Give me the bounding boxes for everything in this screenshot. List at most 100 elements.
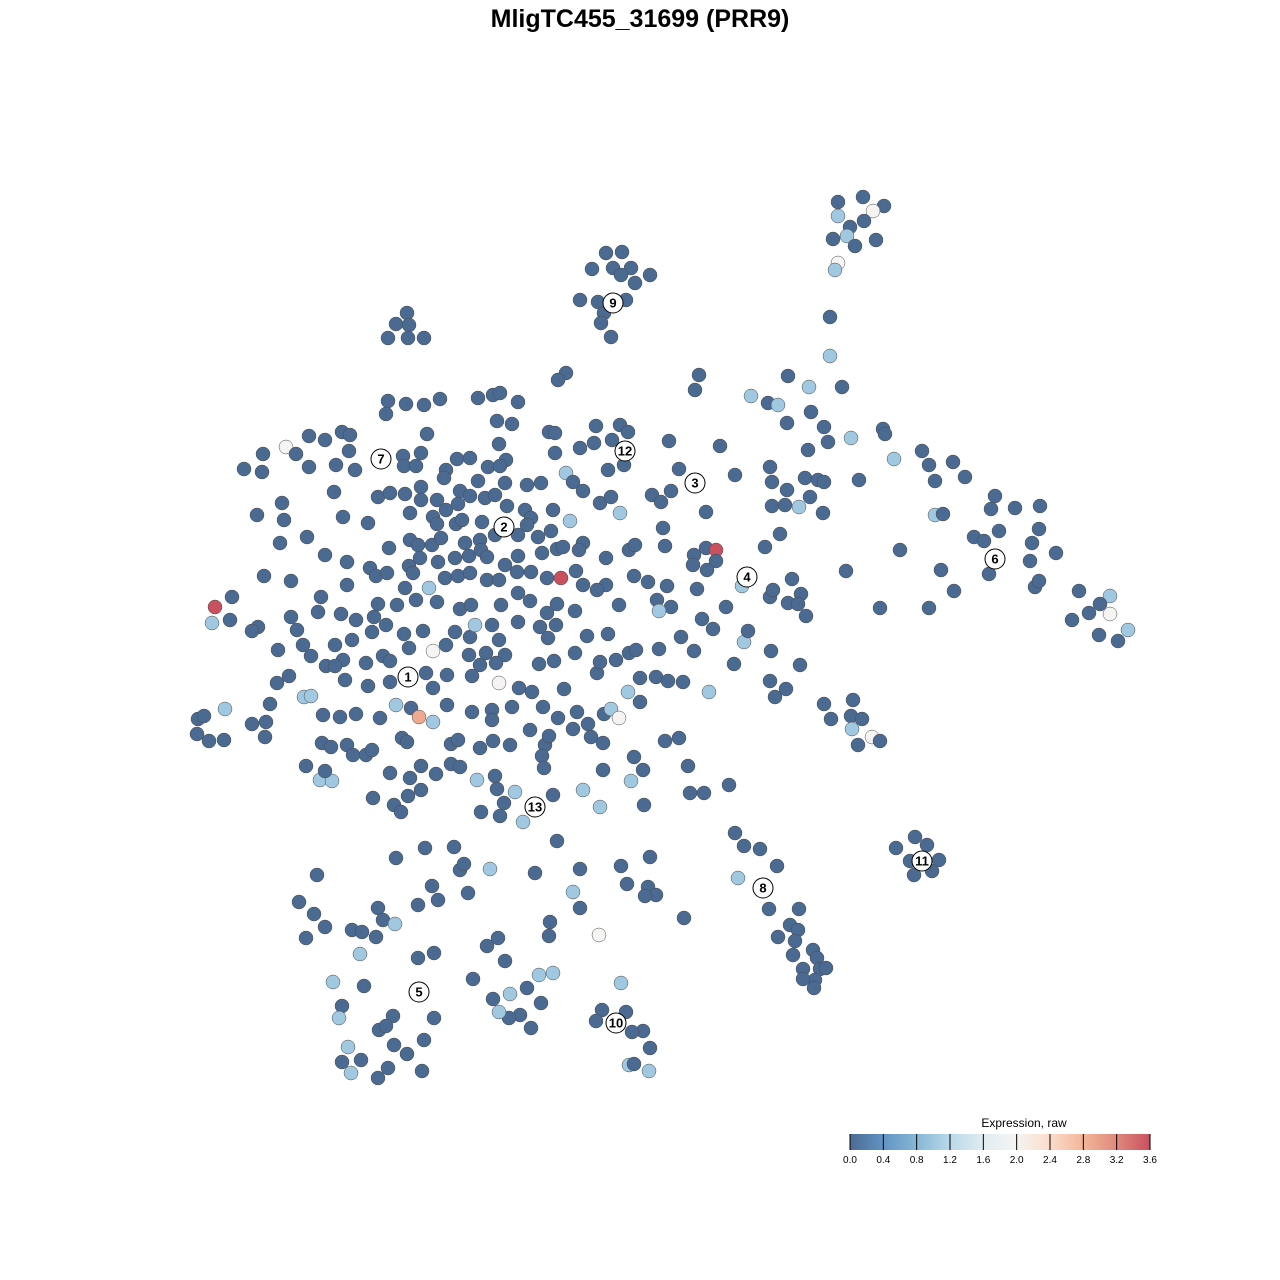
cell-point: [323, 739, 339, 755]
cell-point: [635, 762, 651, 778]
cell-point: [682, 785, 698, 801]
cell-point: [295, 637, 311, 653]
cell-point: [565, 721, 581, 737]
cell-point: [543, 523, 559, 539]
cell-point: [856, 213, 872, 229]
cell-point: [1091, 627, 1107, 643]
cell-point: [712, 438, 728, 454]
cell-point: [366, 609, 382, 625]
cluster-label-circle: [752, 877, 774, 899]
cluster-label-text: 5: [415, 985, 422, 1000]
cell-point: [628, 642, 644, 658]
cell-point: [604, 432, 620, 448]
cell-point: [718, 599, 734, 615]
cell-point: [589, 582, 605, 598]
cell-point: [464, 668, 480, 684]
cell-point: [770, 929, 786, 945]
cell-point: [919, 837, 935, 853]
cell-point: [382, 485, 398, 501]
cell-point: [661, 433, 677, 449]
cell-point: [872, 733, 888, 749]
cell-point: [603, 489, 619, 505]
legend-tick-label: 3.2: [1110, 1155, 1124, 1166]
cell-point: [1071, 583, 1087, 599]
cluster-label-text: 10: [609, 1016, 623, 1031]
cell-point: [816, 419, 832, 435]
cell-point: [907, 829, 923, 845]
cell-point: [365, 790, 381, 806]
cell-point: [400, 788, 416, 804]
cell-point: [556, 681, 572, 697]
cell-point: [736, 838, 752, 854]
cell-point: [550, 710, 566, 726]
cell-point: [439, 697, 455, 713]
cell-point: [385, 1008, 401, 1024]
cell-point: [456, 856, 472, 872]
cluster-label-text: 7: [377, 452, 384, 467]
cell-point: [491, 1004, 507, 1020]
cell-point: [583, 729, 599, 745]
cell-point: [806, 980, 822, 996]
cell-point: [603, 329, 619, 345]
cluster-label-8: 8: [752, 877, 774, 899]
cluster-label-circle: [408, 981, 430, 1003]
cell-point: [370, 596, 386, 612]
cell-point: [301, 459, 317, 475]
cell-point: [921, 600, 937, 616]
cell-point: [572, 900, 588, 916]
cell-point: [256, 568, 272, 584]
cluster-label-13: 13: [524, 796, 546, 818]
cell-point: [627, 537, 643, 553]
cell-point: [767, 689, 783, 705]
cell-point: [378, 406, 394, 422]
cell-point: [522, 722, 538, 738]
cell-point: [592, 799, 608, 815]
cell-point: [419, 426, 435, 442]
cell-point: [663, 483, 679, 499]
cell-point: [457, 535, 473, 551]
cell-point: [492, 385, 508, 401]
cell-point: [380, 330, 396, 346]
cell-point: [474, 514, 490, 530]
cluster-label-10: 10: [605, 1012, 627, 1034]
legend-tick-label: 2.4: [1043, 1155, 1057, 1166]
cell-point: [510, 585, 526, 601]
cell-point: [382, 765, 398, 781]
cell-point: [269, 675, 285, 691]
color-legend: Expression, raw 0.0 0.4 0.8 1.2 1.6 2.0 2.4 2.8…: [843, 1116, 1157, 1166]
cell-point: [412, 550, 428, 566]
cell-point: [334, 998, 350, 1014]
cell-point: [497, 475, 513, 491]
cell-point: [364, 742, 380, 758]
cell-point: [567, 603, 583, 619]
cell-point: [791, 499, 807, 515]
cell-point: [568, 563, 584, 579]
cell-point: [352, 946, 368, 962]
cell-point: [1032, 498, 1048, 514]
cell-point: [413, 445, 429, 461]
cell-point: [196, 708, 212, 724]
cell-point: [519, 477, 535, 493]
cell-point: [288, 446, 304, 462]
cell-point: [834, 379, 850, 395]
cell-point: [548, 617, 564, 633]
cell-point: [331, 1010, 347, 1026]
cell-point: [429, 594, 445, 610]
legend-title: Expression, raw: [981, 1116, 1067, 1130]
cell-point: [1031, 573, 1047, 589]
cluster-label-text: 3: [691, 476, 698, 491]
cell-point: [673, 629, 689, 645]
cell-point: [509, 564, 525, 580]
cell-point: [398, 396, 414, 412]
cell-point: [433, 530, 449, 546]
cell-point: [364, 624, 380, 640]
cell-point: [504, 416, 520, 432]
cell-point: [642, 1040, 658, 1056]
cell-point: [779, 482, 795, 498]
cell-point: [348, 612, 364, 628]
cluster-label-text: 12: [618, 444, 632, 459]
cell-point: [429, 516, 445, 532]
cell-point: [592, 654, 608, 670]
cell-point: [868, 232, 884, 248]
cell-point: [1102, 606, 1118, 622]
